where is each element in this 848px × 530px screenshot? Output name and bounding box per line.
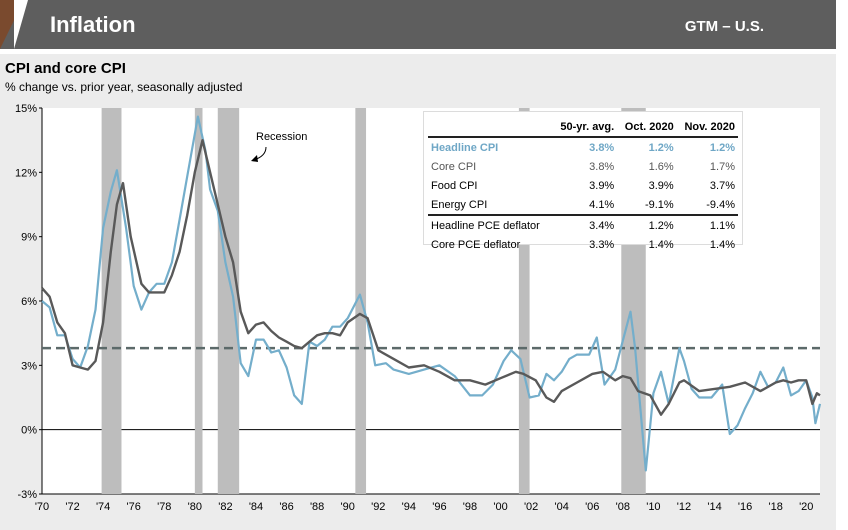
- table-cell: -9.4%: [676, 195, 738, 216]
- x-tick-label: '86: [279, 501, 293, 513]
- x-tick-label: '84: [249, 501, 263, 513]
- y-tick-label: 9%: [21, 232, 37, 244]
- x-tick-label: '96: [432, 501, 446, 513]
- x-tick-label: '10: [646, 501, 660, 513]
- chart-subtitle: % change vs. prior year, seasonally adju…: [5, 80, 243, 94]
- x-tick-label: '88: [310, 501, 324, 513]
- table-row: Headline CPI 3.8% 1.2% 1.2%: [428, 137, 738, 157]
- table-cell: 1.2%: [648, 219, 674, 232]
- x-tick-label: '06: [585, 501, 599, 513]
- row-label: Headline PCE deflator: [431, 219, 540, 232]
- table-cell: 3.4%: [589, 219, 615, 232]
- page-title: Inflation: [50, 12, 136, 37]
- table-row: Food CPI 3.9% 3.9% 3.7%: [428, 176, 738, 195]
- arrowhead-icon: [251, 155, 258, 162]
- stats-header-cell: [428, 117, 553, 138]
- table-row: Core CPI 3.8% 1.6% 1.7%: [428, 157, 738, 176]
- stats-header-cell: Nov. 2020: [676, 117, 738, 138]
- recession-band: [518, 108, 530, 494]
- row-label: Headline CPI: [431, 141, 499, 154]
- table-cell: 1.2%: [648, 141, 674, 154]
- chart-title: CPI and core CPI: [5, 60, 126, 77]
- x-tick-label: '80: [188, 501, 202, 513]
- y-tick-label: -3%: [17, 489, 37, 501]
- inflation-stats-table: 50-yr. avg. Oct. 2020 Nov. 2020 Headline…: [423, 111, 743, 251]
- x-tick-label: '70: [35, 501, 49, 513]
- y-tick-label: 15%: [15, 103, 37, 115]
- table-cell: 1.2%: [709, 141, 735, 154]
- stats-header-row: 50-yr. avg. Oct. 2020 Nov. 2020: [428, 117, 738, 138]
- y-tick-label: 0%: [21, 425, 37, 437]
- x-tick-label: '74: [96, 501, 110, 513]
- x-tick-label: '16: [738, 501, 752, 513]
- row-label: Core PCE deflator: [431, 238, 521, 251]
- table-row: Headline PCE deflator 3.4% 1.2% 1.1%: [428, 215, 738, 235]
- table-row: Energy CPI 4.1% -9.1% -9.4%: [428, 195, 738, 216]
- table-cell: 4.1%: [552, 195, 618, 216]
- x-tick-label: '78: [157, 501, 171, 513]
- stats-header-cell: Oct. 2020: [617, 117, 677, 138]
- x-tick-label: '94: [402, 501, 416, 513]
- table-cell: 3.8%: [589, 141, 615, 154]
- table-cell: 3.9%: [648, 179, 674, 192]
- row-label: Core CPI: [431, 160, 477, 173]
- x-tick-label: '82: [218, 501, 232, 513]
- recession-annotation: Recession: [251, 131, 307, 162]
- y-tick-label: 6%: [21, 296, 37, 308]
- x-tick-label: '90: [341, 501, 355, 513]
- table-cell: 3.9%: [589, 179, 615, 192]
- recession-label: Recession: [256, 131, 307, 143]
- table-cell: 3.8%: [589, 160, 615, 173]
- table-cell: 3.3%: [589, 238, 615, 251]
- y-tick-label: 3%: [21, 360, 37, 372]
- x-tick-label: '18: [769, 501, 783, 513]
- row-label: Energy CPI: [428, 195, 553, 216]
- x-tick-label: '98: [463, 501, 477, 513]
- x-tick-label: '08: [616, 501, 630, 513]
- x-tick-label: '00: [493, 501, 507, 513]
- table-cell: 1.1%: [709, 219, 735, 232]
- x-tick-label: '12: [677, 501, 691, 513]
- table-cell: 1.6%: [648, 160, 674, 173]
- x-tick-label: '14: [707, 501, 721, 513]
- table-cell: 1.7%: [709, 160, 735, 173]
- header-corner-notch: [14, 0, 28, 49]
- header-bar: [0, 0, 836, 49]
- core-cpi-line: [41, 138, 821, 416]
- series-lines: [41, 115, 822, 472]
- x-tick-label: '20: [799, 501, 813, 513]
- x-tick-label: '72: [65, 501, 79, 513]
- x-tick-label: '92: [371, 501, 385, 513]
- row-label: Food CPI: [431, 179, 478, 192]
- x-tick-label: '02: [524, 501, 538, 513]
- y-tick-label: 12%: [15, 167, 37, 179]
- section-label: GTM – U.S.: [684, 18, 764, 35]
- x-tick-label: '04: [555, 501, 569, 513]
- recession-band: [194, 108, 203, 494]
- stats-header-cell: 50-yr. avg.: [552, 117, 618, 138]
- table-cell: 1.4%: [709, 238, 735, 251]
- x-tick-label: '76: [127, 501, 141, 513]
- table-cell: 1.4%: [648, 238, 674, 251]
- recession-band: [217, 108, 240, 494]
- table-cell: -9.1%: [617, 195, 677, 216]
- table-cell: 3.7%: [709, 179, 735, 192]
- tick-labels: 15% 12% 9% 6% 3% 0% -3%'70 '72 '74 '76 '78 '80 '82 '8…: [15, 103, 813, 513]
- headline-cpi-line: [41, 115, 822, 472]
- table-row: Core PCE deflator 3.3% 1.4% 1.4%: [428, 235, 738, 254]
